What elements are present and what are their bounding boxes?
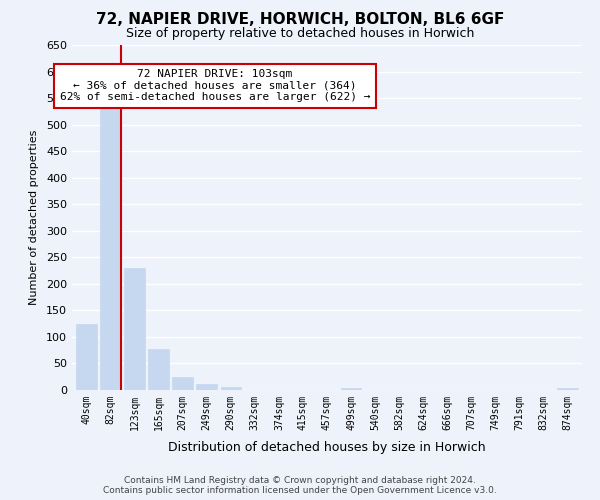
Bar [148, 348, 169, 390]
Bar [76, 324, 97, 390]
Text: Contains HM Land Registry data © Crown copyright and database right 2024.
Contai: Contains HM Land Registry data © Crown c… [103, 476, 497, 495]
Bar [124, 268, 145, 390]
Bar [100, 99, 121, 390]
Bar [557, 388, 578, 390]
Bar [221, 388, 241, 390]
Text: 72, NAPIER DRIVE, HORWICH, BOLTON, BL6 6GF: 72, NAPIER DRIVE, HORWICH, BOLTON, BL6 6… [96, 12, 504, 28]
Bar [341, 388, 361, 390]
X-axis label: Distribution of detached houses by size in Horwich: Distribution of detached houses by size … [168, 441, 486, 454]
Text: Size of property relative to detached houses in Horwich: Size of property relative to detached ho… [126, 28, 474, 40]
Bar [172, 376, 193, 390]
Text: 72 NAPIER DRIVE: 103sqm
← 36% of detached houses are smaller (364)
62% of semi-d: 72 NAPIER DRIVE: 103sqm ← 36% of detache… [59, 69, 370, 102]
Y-axis label: Number of detached properties: Number of detached properties [29, 130, 39, 305]
Bar [196, 384, 217, 390]
